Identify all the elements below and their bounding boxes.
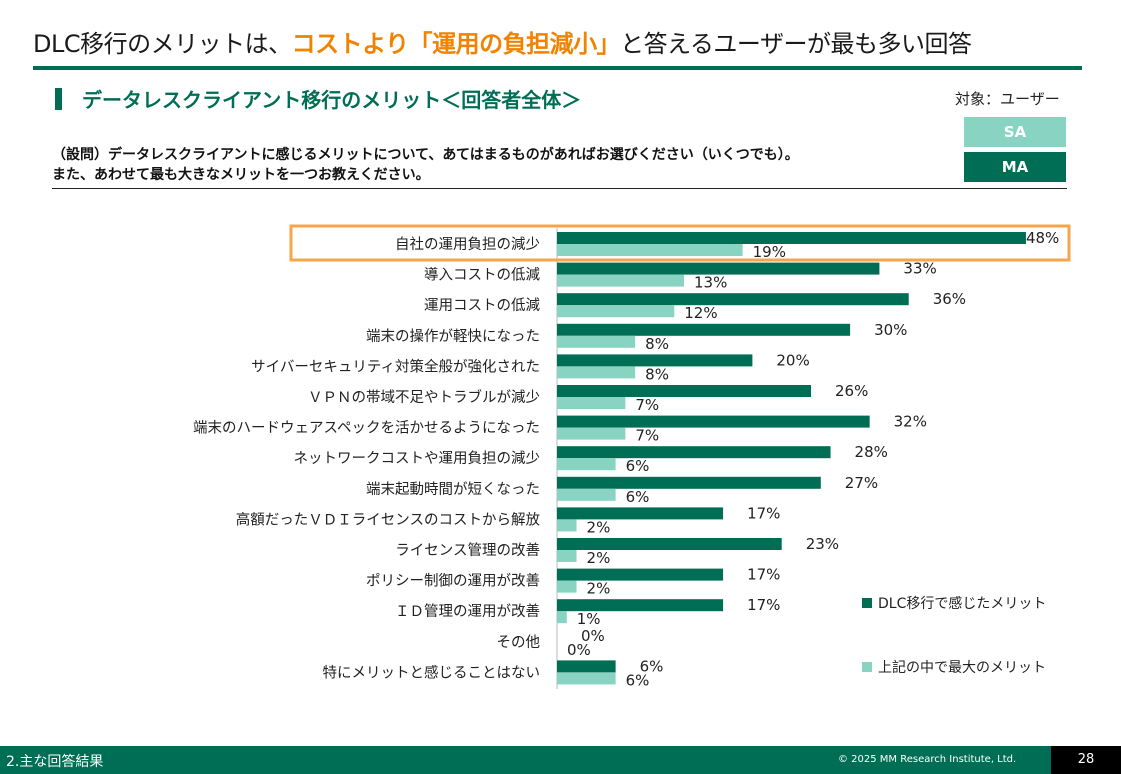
legend-label-ma: DLC移行で感じたメリット (878, 595, 1046, 612)
data-label-sa: 6% (626, 671, 650, 689)
data-label-sa: 6% (626, 457, 650, 475)
data-label-sa: 2% (587, 580, 611, 598)
bar-sa (557, 335, 636, 348)
bar-sa (557, 397, 626, 409)
category-label: 端末起動時間が短くなった (366, 481, 540, 498)
page-headline: DLC移行のメリットは、コストより「運用の負担減小」と答えるユーザーが最も多い回… (33, 24, 972, 59)
data-label-ma: 27% (845, 474, 878, 492)
category-label: ＩＤ管理の運用が改善 (395, 603, 540, 620)
data-label-sa: 8% (645, 365, 669, 383)
bar-sa (557, 274, 685, 287)
data-label-ma: 33% (903, 260, 936, 278)
data-label-ma: 6% (640, 657, 664, 675)
bar-sa (557, 488, 616, 501)
data-label-sa: 8% (645, 335, 669, 353)
question-divider (52, 188, 1067, 189)
question-line-1: （設問）データレスクライアントに感じるメリットについて、あてはまるものがあればお… (52, 147, 799, 163)
chart-subtitle: データレスクライアント移行のメリット＜回答者全体＞ (55, 84, 581, 113)
survey-question: （設問）データレスクライアントに感じるメリットについて、あてはまるものがあればお… (52, 145, 799, 185)
data-label-ma: 0% (581, 627, 605, 645)
data-label-ma: 36% (933, 290, 966, 308)
page-number: 28 (1051, 746, 1121, 774)
bar-ma (557, 660, 616, 673)
bar-sa (557, 519, 577, 532)
legend-swatch-sa (862, 662, 872, 672)
data-label-sa: 2% (587, 518, 611, 536)
bar-ma (557, 293, 909, 306)
data-label-ma: 48% (1026, 229, 1059, 247)
bar-sa (557, 244, 743, 256)
footer-copyright: © 2025 MM Research Institute, Ltd. (838, 754, 1017, 765)
subtitle-text: データレスクライアント移行のメリット＜回答者全体＞ (82, 88, 582, 112)
bar-sa (557, 580, 577, 593)
bar-ma (557, 538, 782, 550)
bar-ma (557, 568, 724, 581)
category-label: 端末の操作が軽快になった (366, 328, 540, 345)
data-label-ma: 17% (747, 596, 780, 614)
highlight-box (289, 224, 1071, 262)
data-label-sa: 6% (626, 488, 650, 506)
headline-prefix: DLC移行のメリットは、 (33, 30, 292, 58)
data-label-ma: 26% (835, 382, 868, 400)
category-label: 端末のハードウェアスペックを活かせるようになった (193, 420, 540, 437)
bar-ma (557, 323, 851, 336)
data-label-ma: 23% (806, 535, 839, 553)
data-label-ma: 32% (894, 413, 927, 431)
bar-sa (557, 611, 567, 624)
category-label: ネットワークコストや運用負担の減少 (294, 450, 541, 467)
data-label-sa: 7% (635, 427, 659, 445)
category-label: 自社の運用負担の減少 (395, 236, 540, 253)
headline-suffix: と答えるユーザーが最も多い回答 (620, 30, 972, 58)
data-label-sa: 2% (587, 549, 611, 567)
footer-section: 2.主な回答結果 (6, 754, 104, 770)
bar-sa (557, 458, 616, 471)
bar-ma (557, 599, 724, 612)
category-label: サイバーセキュリティ対策全般が強化された (251, 357, 540, 375)
bar-ma (557, 354, 753, 367)
footer: 2.主な回答結果 © 2025 MM Research Institute, L… (0, 746, 1121, 774)
data-label-sa: 12% (684, 304, 717, 322)
data-label-ma: 17% (747, 566, 780, 584)
category-label: ライセンス管理の改善 (395, 542, 540, 559)
bar-ma (557, 385, 812, 397)
data-label-sa: 0% (567, 641, 591, 659)
data-label-ma: 17% (747, 504, 780, 522)
category-label: ポリシー制御の運用が改善 (366, 573, 540, 590)
legend-label-sa: 上記の中で最大のメリット (878, 659, 1046, 676)
category-label: ＶＰＮの帯域不足やトラブルが減少 (308, 388, 540, 406)
category-label: 特にメリットと感じることはない (323, 664, 541, 681)
bar-sa (557, 427, 626, 440)
data-label-ma: 28% (855, 443, 888, 461)
bar-ma (557, 507, 724, 520)
category-label: その他 (497, 634, 541, 651)
subtitle-bar-icon (55, 88, 62, 110)
headline-highlight: コストより「運用の負担減小」 (291, 30, 621, 58)
data-label-sa: 13% (694, 274, 727, 292)
sa-badge: SA (964, 117, 1066, 147)
category-label: 高額だったＶＤＩライセンスのコストから解放 (236, 511, 541, 528)
bar-sa (557, 366, 636, 379)
category-label: 導入コストの低減 (424, 267, 540, 284)
bar-ma (557, 476, 821, 489)
data-label-sa: 19% (753, 243, 786, 261)
bar-sa (557, 305, 675, 318)
question-line-2: また、あわせて最も大きなメリットを一つお教えください。 (52, 167, 430, 183)
legend-swatch-ma (862, 598, 872, 608)
ma-badge: MA (964, 152, 1066, 182)
bar-sa (557, 550, 577, 562)
data-label-ma: 30% (874, 321, 907, 339)
bar-chart: 自社の運用負担の減少 48% 19% 導入コストの低減 33% 13% 運用コストの低減 36… (193, 224, 1071, 689)
headline-divider (33, 66, 1082, 70)
data-label-ma: 20% (776, 351, 809, 369)
bar-ma (557, 262, 880, 275)
bar-ma (557, 415, 870, 428)
category-label: 運用コストの低減 (424, 297, 540, 314)
data-label-sa: 1% (577, 610, 601, 628)
bar-ma (557, 232, 1026, 244)
bar-sa (557, 672, 616, 685)
data-label-sa: 7% (635, 396, 659, 414)
bar-ma (557, 446, 831, 459)
target-label: 対象：ユーザー (955, 90, 1060, 108)
